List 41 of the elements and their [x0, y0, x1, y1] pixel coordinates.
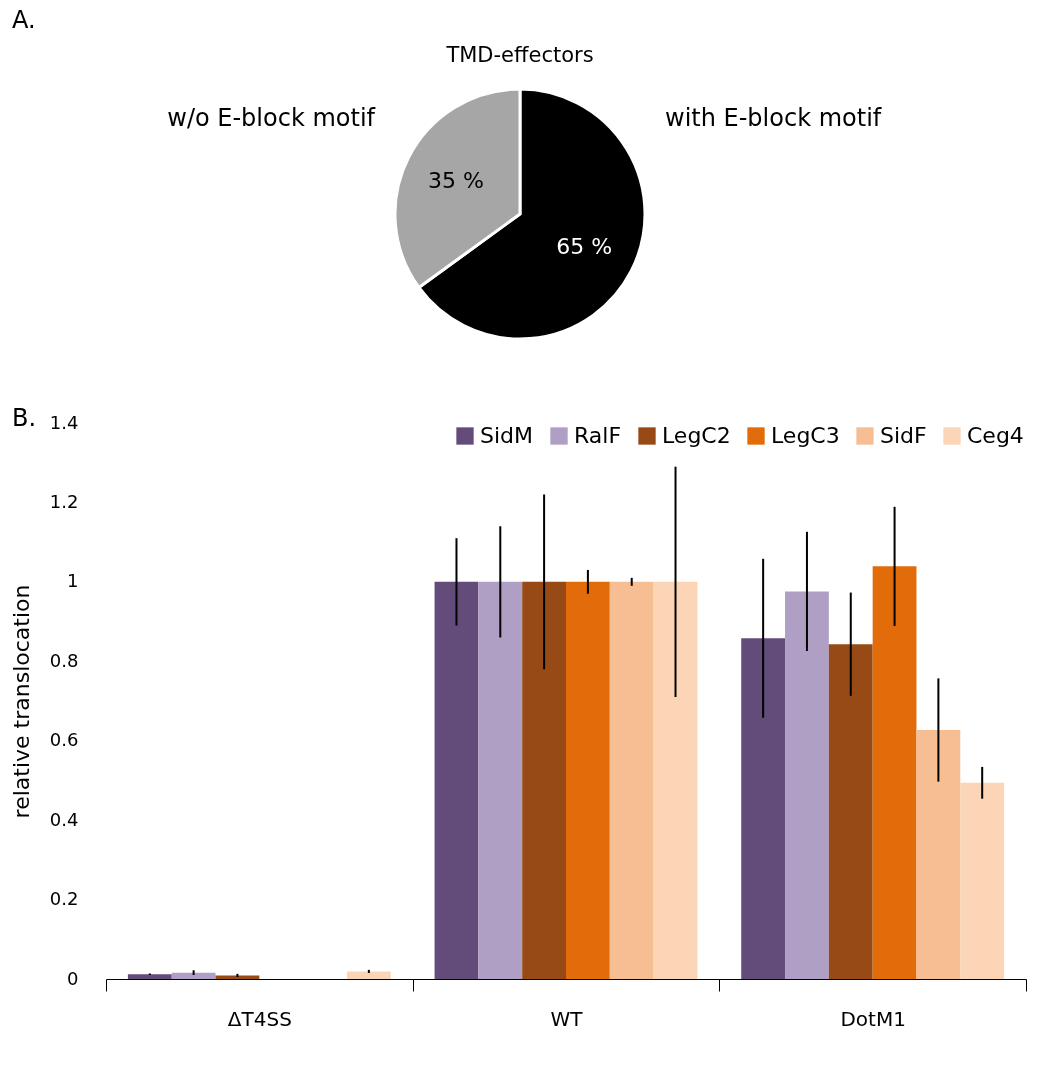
legend-label: LegC3	[771, 423, 840, 448]
bar	[609, 581, 654, 979]
x-tick-label: DotM1	[840, 1006, 906, 1031]
y-tick-label: 0.4	[49, 808, 79, 830]
bar	[916, 729, 961, 979]
y-tick-label: 0	[67, 967, 79, 989]
legend-label: LegC2	[662, 423, 731, 448]
bar	[522, 581, 566, 979]
y-tick-label: 0.8	[49, 649, 79, 671]
text: B.	[12, 404, 37, 432]
bar	[828, 644, 873, 979]
legend-label: SidF	[880, 423, 927, 448]
x-tick-label: ΔT4SS	[227, 1006, 292, 1031]
bar	[872, 566, 917, 979]
slice-label: with E-block motif	[665, 104, 882, 132]
data-label: 65 %	[556, 233, 613, 259]
bar	[960, 782, 1005, 979]
bar	[478, 581, 523, 979]
y-tick-label: 1.2	[49, 490, 79, 512]
bar	[127, 974, 172, 979]
bar	[215, 975, 260, 979]
y-tick-label: 1.4	[49, 411, 79, 433]
bar	[434, 581, 479, 979]
y-tick-label: 1	[67, 570, 79, 592]
slice-label: w/o E-block motif	[167, 104, 376, 132]
bar	[785, 591, 829, 979]
y-axis-title: relative translocation	[8, 584, 34, 819]
bar	[566, 581, 610, 979]
text: A.	[12, 6, 36, 34]
chart-title: TMD-effectors	[445, 43, 594, 67]
bar	[741, 638, 786, 979]
legend-label: RalF	[574, 423, 622, 448]
bar	[346, 971, 391, 979]
bar	[171, 972, 216, 979]
y-tick-label: 0.6	[49, 729, 79, 751]
legend-label: SidM	[480, 423, 534, 448]
data-label: 35 %	[427, 168, 484, 194]
y-tick-label: 0.2	[49, 888, 79, 910]
x-tick-label: WT	[550, 1006, 584, 1031]
legend-label: Ceg4	[967, 423, 1024, 448]
bar	[653, 581, 698, 979]
